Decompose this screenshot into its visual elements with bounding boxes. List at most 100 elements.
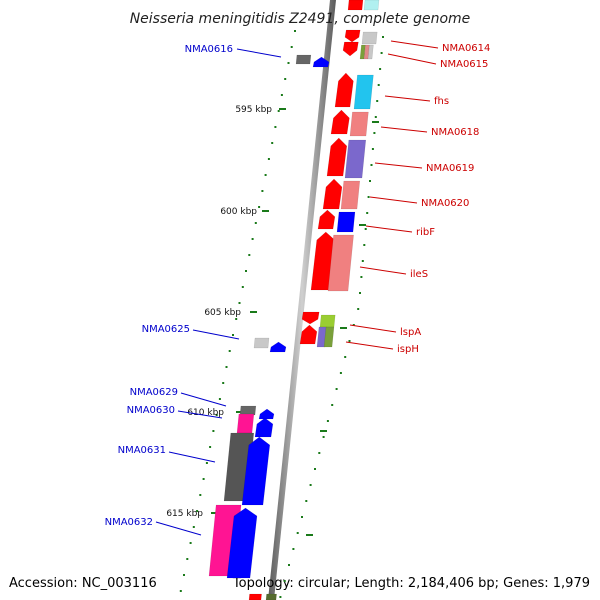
strand-feature xyxy=(241,436,271,506)
gene-callout-line xyxy=(236,48,282,58)
gene-label: NMA0618 xyxy=(431,127,479,138)
strand-feature xyxy=(326,137,348,177)
scale-dot-right xyxy=(374,116,377,118)
gene-callout-line xyxy=(168,451,216,463)
gene-label: NMA0629 xyxy=(130,387,178,398)
scale-dot-left xyxy=(179,590,182,592)
accession-text: Accession: NC_003116 xyxy=(9,576,157,591)
scale-dot-left xyxy=(287,62,290,64)
cog-feature xyxy=(353,74,374,110)
scale-dot-right xyxy=(379,68,382,70)
scale-dot-right xyxy=(331,404,334,406)
scale-dot-right xyxy=(361,260,364,262)
scale-dot-right xyxy=(309,484,312,486)
topology-text: Topology: circular; Length: 2,184,406 bp… xyxy=(232,576,590,591)
scale-dot-right xyxy=(296,532,299,534)
scale-major-tick xyxy=(372,121,379,123)
strand-feature xyxy=(301,311,320,325)
gene-callout-line xyxy=(369,196,418,204)
scale-major-tick xyxy=(211,512,218,514)
scale-dot-right xyxy=(382,36,384,38)
scale-dot-right xyxy=(305,500,308,502)
gene-callout-line xyxy=(349,324,397,333)
scale-dot-right xyxy=(279,596,282,598)
scale-dot-left xyxy=(215,414,218,416)
gene-label: NMA0619 xyxy=(426,163,474,174)
scale-dot-left xyxy=(280,94,283,96)
scale-dot-right xyxy=(366,212,369,214)
gene-label: ispH xyxy=(397,344,419,355)
scale-dot-right xyxy=(344,356,347,358)
scale-dot-right xyxy=(352,324,355,326)
map-title: Neisseria meningitidis Z2491, complete g… xyxy=(130,11,471,27)
scale-dot-right xyxy=(380,52,383,54)
scale-dot-left xyxy=(241,286,244,288)
gene-features xyxy=(208,0,380,600)
scale-dot-right xyxy=(376,100,379,102)
scale-ticks: 595 kbp 600 kbp 605 kbp 610 kbp 615 kbp xyxy=(166,30,384,598)
scale-dot-left xyxy=(235,318,238,320)
scale-dot-left xyxy=(258,206,261,208)
gene-callout-line xyxy=(380,126,428,133)
scale-dot-left xyxy=(202,478,205,480)
gene-callout-line xyxy=(359,266,407,275)
scale-dot-left xyxy=(222,382,225,384)
scale-dot-left xyxy=(218,398,221,400)
scale-major-tick xyxy=(359,224,366,226)
strand-feature xyxy=(254,417,274,438)
cog-feature xyxy=(253,337,270,349)
gene-callout-line xyxy=(155,521,202,536)
scale-dot-right xyxy=(292,548,295,550)
genome-backbone xyxy=(268,0,336,600)
strand-feature xyxy=(330,109,350,135)
scale-dot-left xyxy=(264,174,267,176)
strand-feature xyxy=(344,29,361,43)
cog-feature xyxy=(265,593,277,600)
scale-major-tick xyxy=(250,311,257,313)
scale-dot-right xyxy=(318,452,321,454)
gene-label: NMA0620 xyxy=(421,198,469,209)
scale-dot-left xyxy=(192,526,195,528)
scale-dot-left xyxy=(294,30,296,32)
strand-feature xyxy=(312,56,330,68)
gene-callout-line xyxy=(365,225,413,233)
gene-callout-line xyxy=(387,53,437,65)
gene-callout-line xyxy=(180,392,227,407)
scale-dot-right xyxy=(301,516,303,518)
strand-feature xyxy=(258,408,275,420)
scale-dot-left xyxy=(228,350,231,352)
cog-feature xyxy=(336,211,356,233)
scale-dot-left xyxy=(290,46,293,48)
gene-label: NMA0630 xyxy=(127,405,175,416)
scale-dot-right xyxy=(357,308,360,310)
strand-feature xyxy=(299,324,318,345)
scale-dot-left xyxy=(225,366,228,368)
scale-label: 605 kbp xyxy=(204,308,241,318)
gene-label: NMA0614 xyxy=(442,43,490,54)
gene-labels: NMA0614 NMA0615 fhs NMA0618 NMA0619 NMA0620 ri… xyxy=(105,40,490,536)
scale-label: 610 kbp xyxy=(187,408,224,418)
scale-dot-right xyxy=(322,436,325,438)
scale-dot-left xyxy=(205,462,208,464)
scale-dot-left xyxy=(245,270,247,272)
scale-dot-right xyxy=(373,132,376,134)
scale-major-tick xyxy=(262,210,269,212)
scale-dot-right xyxy=(370,164,373,166)
cog-feature xyxy=(236,413,255,434)
scale-dot-right xyxy=(314,468,316,470)
scale-dot-left xyxy=(212,430,215,432)
scale-dot-left xyxy=(199,494,202,496)
scale-dot-right xyxy=(339,372,342,374)
scale-major-tick xyxy=(279,108,286,110)
cog-feature xyxy=(323,326,335,348)
scale-dot-right xyxy=(283,580,286,582)
strand-feature xyxy=(322,178,343,210)
gene-callout-line xyxy=(390,40,439,49)
scale-dot-left xyxy=(248,254,251,256)
cog-feature xyxy=(363,0,380,11)
scale-dot-right xyxy=(348,340,351,342)
strand-feature xyxy=(342,41,359,57)
scale-label: 615 kbp xyxy=(166,509,203,519)
gene-callout-line xyxy=(192,329,240,340)
